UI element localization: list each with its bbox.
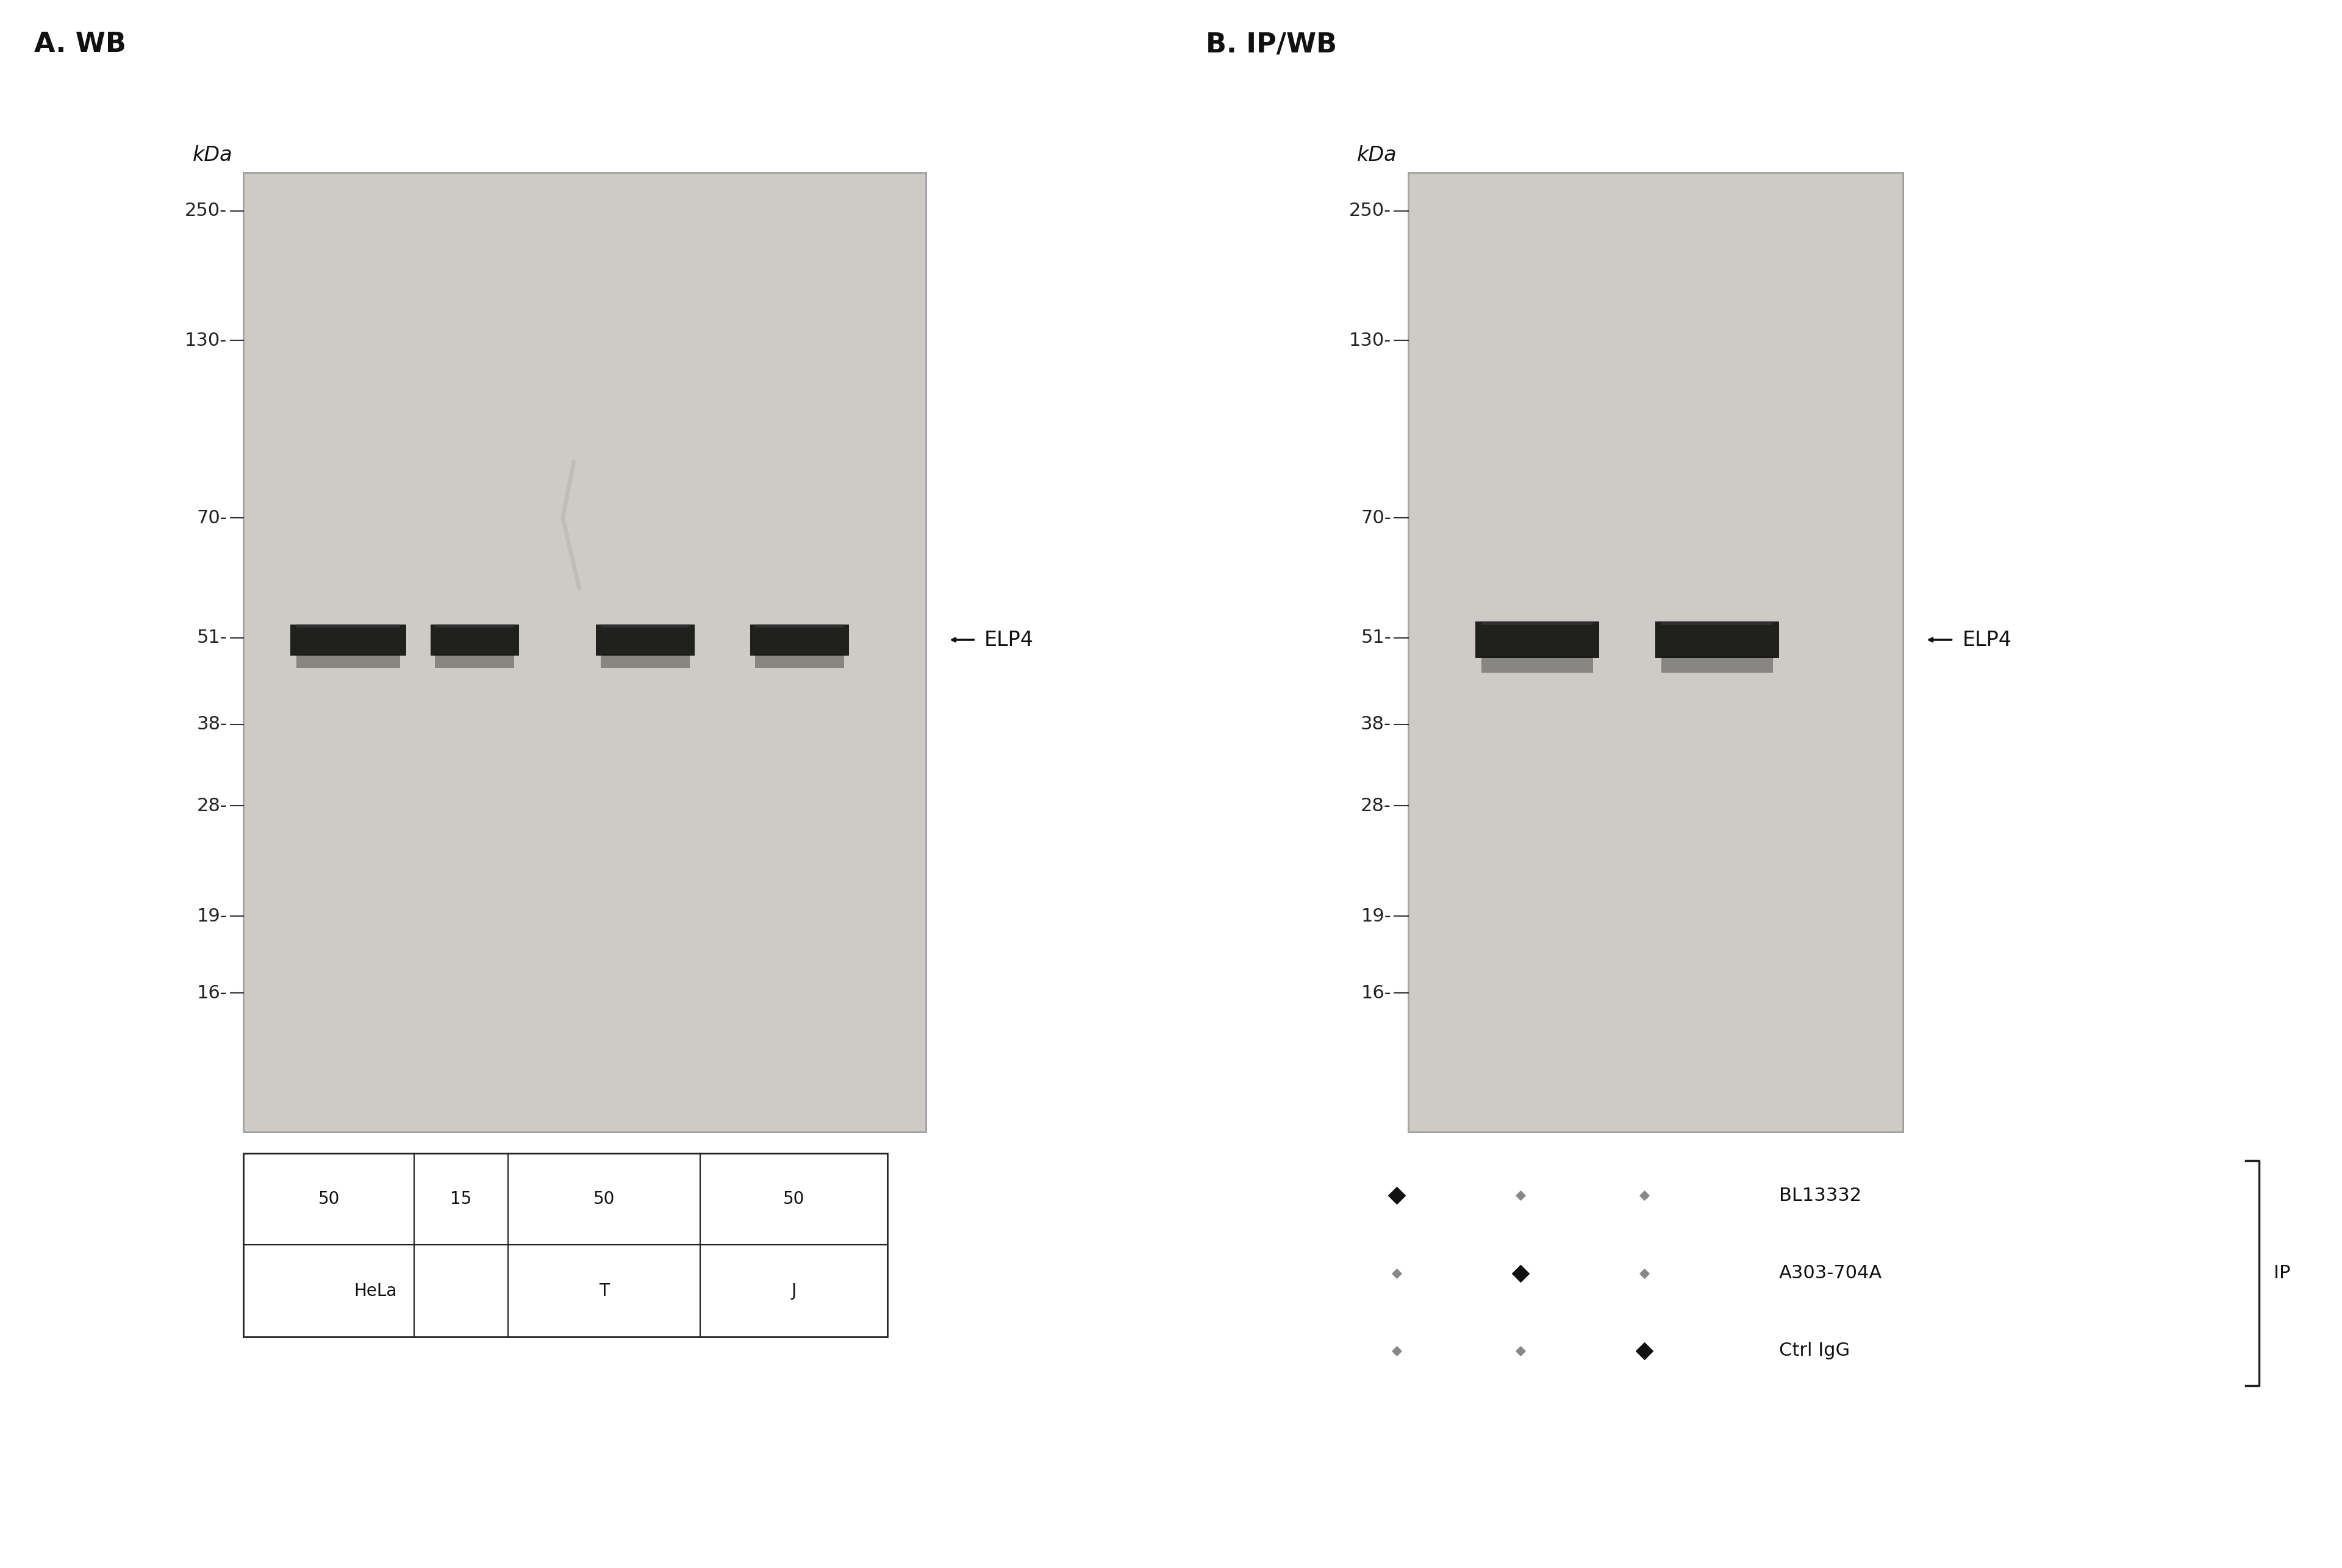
Bar <box>602 654 691 668</box>
Text: A303-704A: A303-704A <box>1780 1264 1883 1283</box>
Text: 51-: 51- <box>1361 629 1391 646</box>
Text: 50: 50 <box>782 1190 806 1207</box>
Point <box>1501 1261 1539 1286</box>
Bar <box>1408 172 1902 1132</box>
Bar <box>1738 172 1902 1132</box>
Bar <box>1660 657 1773 673</box>
Text: ELP4: ELP4 <box>984 630 1033 649</box>
Bar <box>1408 172 1574 1132</box>
Point <box>1377 1261 1415 1286</box>
Point <box>1625 1261 1663 1286</box>
Text: 50: 50 <box>593 1190 616 1207</box>
Text: 16-: 16- <box>1361 985 1391 1002</box>
Bar <box>1482 621 1593 626</box>
Text: kDa: kDa <box>192 146 232 165</box>
Text: IP: IP <box>2274 1264 2290 1283</box>
Text: 28-: 28- <box>1361 797 1391 815</box>
Bar <box>1574 172 1738 1132</box>
Point <box>1377 1339 1415 1364</box>
Text: B. IP/WB: B. IP/WB <box>1206 31 1337 58</box>
Bar <box>602 624 691 627</box>
Bar <box>749 624 848 655</box>
Bar <box>1656 621 1780 659</box>
Text: 19-: 19- <box>1361 908 1391 925</box>
Text: 28-: 28- <box>197 797 227 815</box>
Text: 250-: 250- <box>1349 202 1391 220</box>
Text: 70-: 70- <box>197 510 227 527</box>
Point <box>1501 1182 1539 1207</box>
Bar <box>586 172 756 1132</box>
Text: 250-: 250- <box>185 202 227 220</box>
Bar <box>756 172 925 1132</box>
Text: 70-: 70- <box>1361 510 1391 527</box>
Bar <box>436 624 515 627</box>
Text: 130-: 130- <box>185 331 227 350</box>
Text: 15: 15 <box>450 1190 471 1207</box>
Bar <box>244 172 925 1132</box>
Text: 38-: 38- <box>197 715 227 734</box>
Bar <box>290 624 405 655</box>
Bar <box>244 1154 888 1336</box>
Point <box>1501 1339 1539 1364</box>
Bar <box>754 624 843 627</box>
Text: 51-: 51- <box>197 629 227 646</box>
Text: Ctrl IgG: Ctrl IgG <box>1780 1342 1850 1359</box>
Bar <box>595 624 696 655</box>
Bar <box>295 624 400 627</box>
Bar <box>431 624 518 655</box>
Text: T: T <box>600 1283 609 1300</box>
Text: HeLa: HeLa <box>354 1283 398 1300</box>
Point <box>1625 1339 1663 1364</box>
Text: 50: 50 <box>319 1190 340 1207</box>
Text: A. WB: A. WB <box>35 31 126 58</box>
Text: BL13332: BL13332 <box>1780 1187 1862 1204</box>
Text: ELP4: ELP4 <box>1963 630 2012 649</box>
Text: 130-: 130- <box>1349 331 1391 350</box>
Text: 16-: 16- <box>197 985 227 1002</box>
Bar <box>436 654 515 668</box>
Bar <box>754 654 843 668</box>
Point <box>1625 1182 1663 1207</box>
Text: 38-: 38- <box>1361 715 1391 734</box>
Point <box>1377 1182 1415 1207</box>
Bar <box>1482 657 1593 673</box>
Bar <box>1475 621 1600 659</box>
Text: 19-: 19- <box>197 908 227 925</box>
Bar <box>1660 621 1773 626</box>
Text: J: J <box>792 1283 796 1300</box>
Bar <box>244 172 415 1132</box>
Text: kDa: kDa <box>1356 146 1396 165</box>
Bar <box>415 172 586 1132</box>
Bar <box>295 654 400 668</box>
